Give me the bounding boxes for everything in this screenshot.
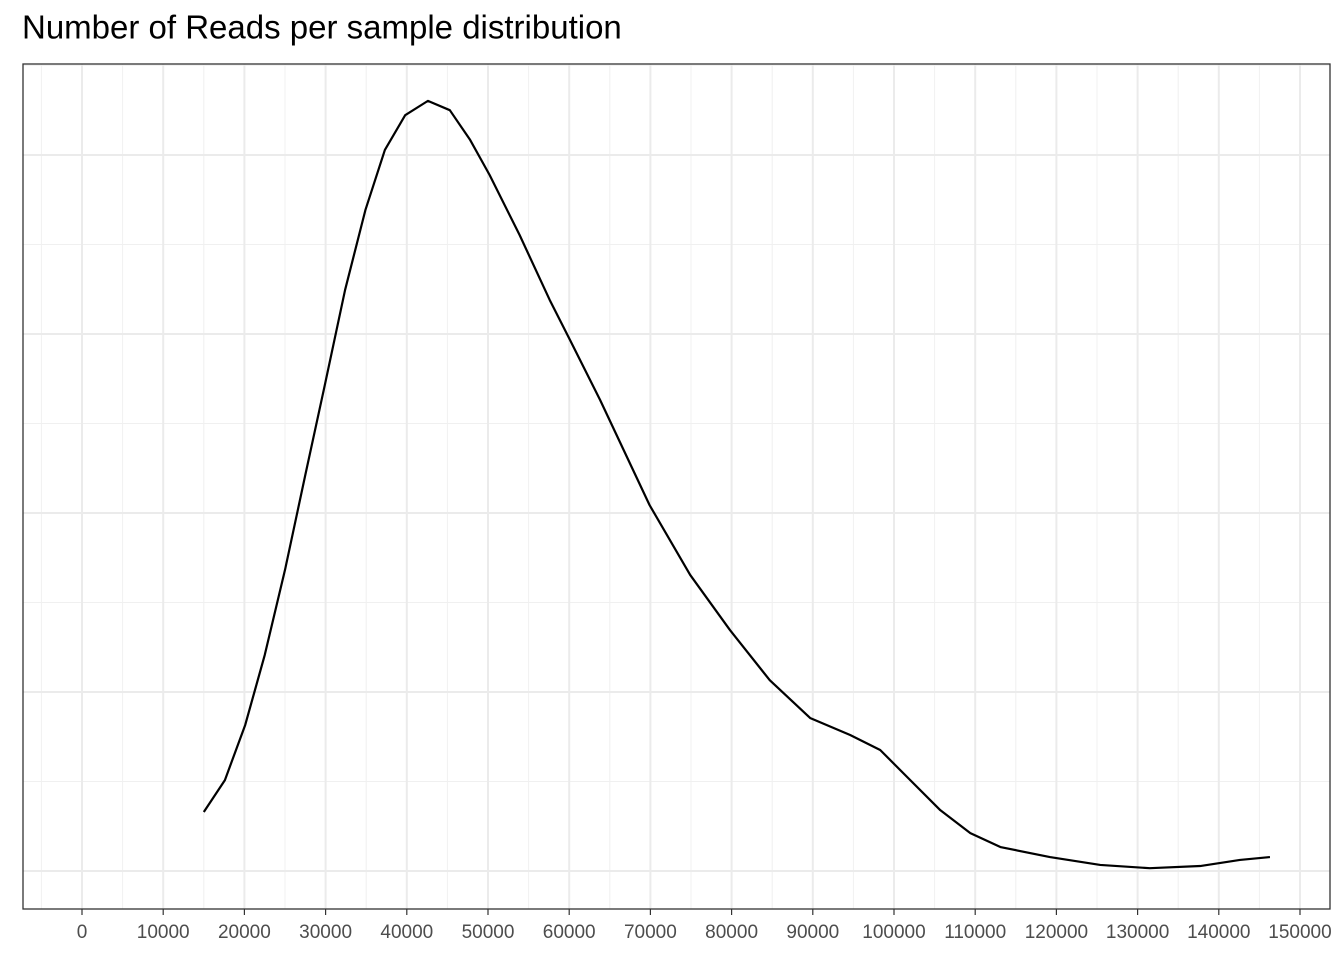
x-tick-label: 100000	[862, 922, 925, 943]
x-tick-label: 0	[77, 922, 88, 943]
x-tick-label: 140000	[1187, 922, 1250, 943]
x-tick-label: 70000	[624, 922, 677, 943]
x-tick-label: 80000	[705, 922, 758, 943]
x-tick-label: 150000	[1268, 922, 1331, 943]
x-tick-label: 20000	[218, 922, 271, 943]
x-tick-label: 120000	[1025, 922, 1088, 943]
x-tick-label: 130000	[1106, 922, 1169, 943]
chart-title: Number of Reads per sample distribution	[22, 9, 622, 46]
x-tick-label: 90000	[786, 922, 839, 943]
density-line	[202, 99, 1271, 870]
x-tick-label: 40000	[380, 922, 433, 943]
x-tick-label: 30000	[299, 922, 352, 943]
x-tick-label: 50000	[462, 922, 515, 943]
x-tick-label: 60000	[543, 922, 596, 943]
panel-border	[22, 63, 1331, 910]
x-tick-label: 10000	[137, 922, 190, 943]
x-tick-label: 110000	[944, 922, 1006, 943]
